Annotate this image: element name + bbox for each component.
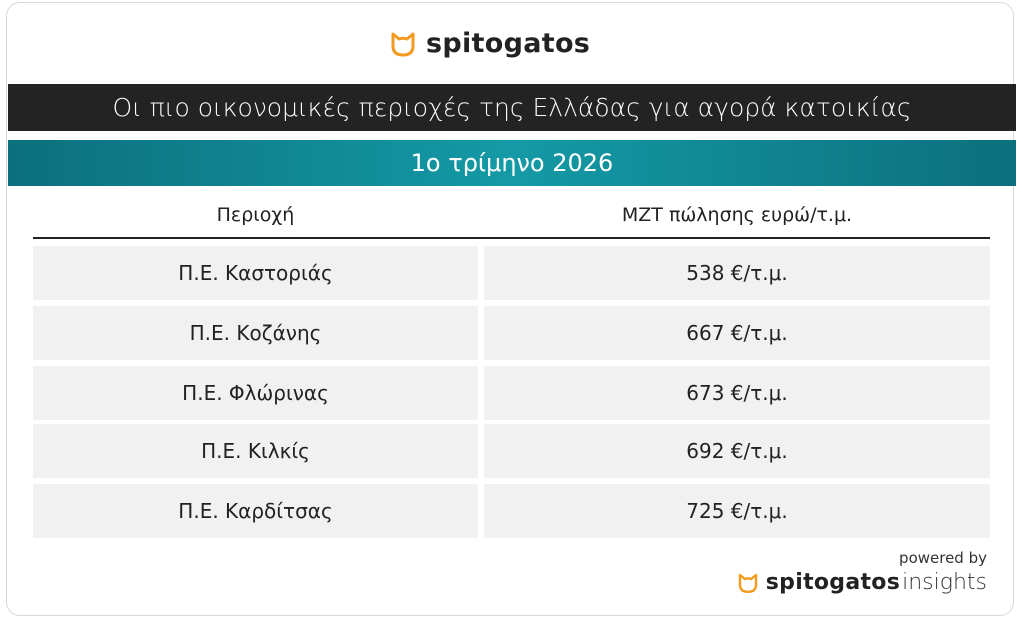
column-header: Περιοχή <box>216 204 295 226</box>
table-cell: 538 €/τ.μ. <box>484 246 990 300</box>
table-cell: Π.Ε. Καστοριάς <box>33 246 478 300</box>
subtitle: 1ο τρίμηνο 2026 <box>8 140 1016 186</box>
logo-icon <box>738 573 757 593</box>
logo-icon <box>391 32 415 56</box>
table-cell: 725 €/τ.μ. <box>484 484 990 538</box>
table-cell: Π.Ε. Φλώρινας <box>33 366 478 420</box>
table-cell: 667 €/τ.μ. <box>484 306 990 360</box>
footer-suffix: insights <box>902 570 987 595</box>
header-rule <box>33 237 990 239</box>
footer-brand: spitogatos <box>765 570 901 595</box>
table-cell: Π.Ε. Καρδίτσας <box>33 484 478 538</box>
title: Οι πιο οικονομικές περιοχές της Ελλάδας … <box>8 84 1016 131</box>
column-header: ΜΖΤ πώλησης ευρώ/τ.μ. <box>621 204 853 226</box>
table-cell: 692 €/τ.μ. <box>484 424 990 478</box>
header-logo: spitogatos <box>388 28 590 59</box>
table-cell: Π.Ε. Κοζάνης <box>33 306 478 360</box>
footer-logo: spitogatos insights <box>736 570 987 595</box>
powered-by: powered by <box>899 549 987 567</box>
table-cell: 673 €/τ.μ. <box>484 366 990 420</box>
table-cell: Π.Ε. Κιλκίς <box>33 424 478 478</box>
brand: spitogatos <box>426 28 591 59</box>
